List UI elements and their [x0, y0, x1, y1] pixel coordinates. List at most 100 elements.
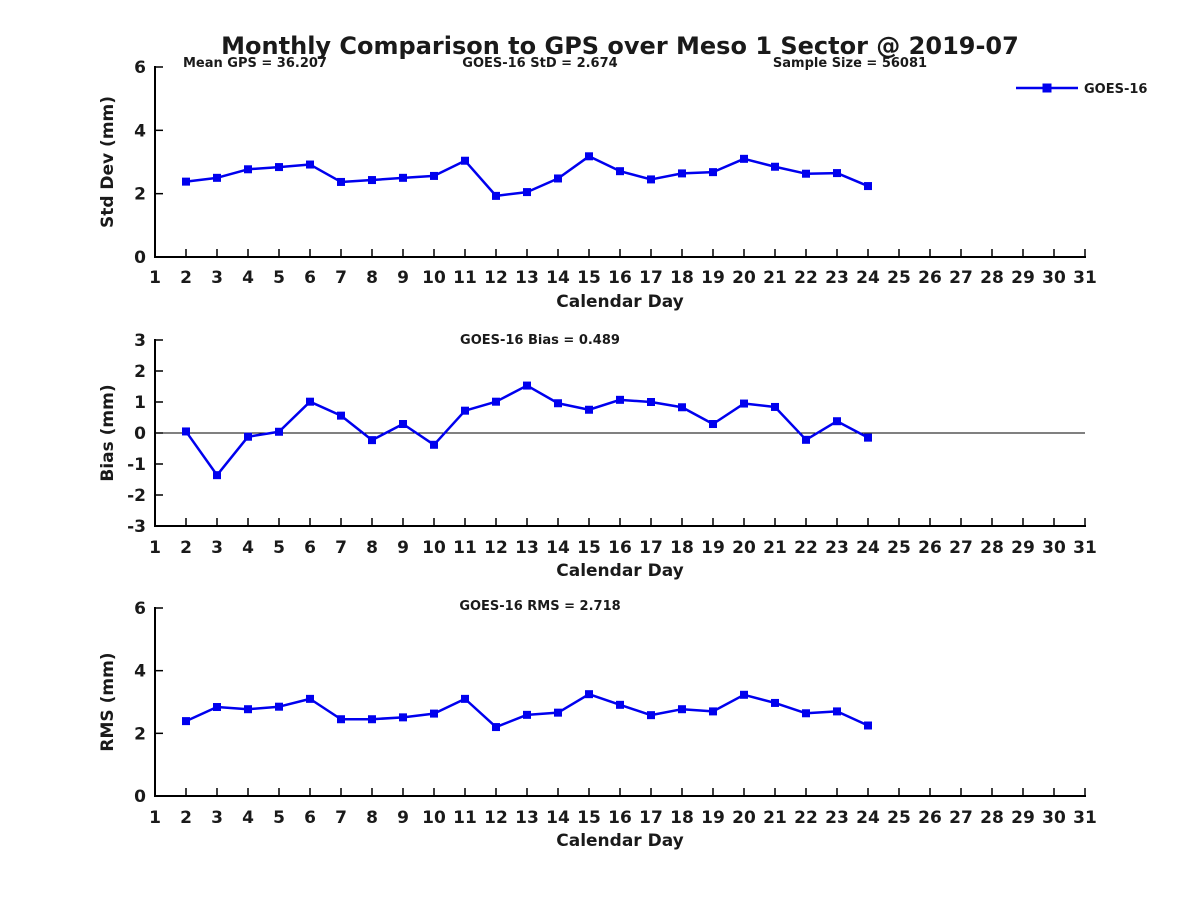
data-point-marker	[399, 420, 407, 429]
x-tick-label: 20	[732, 268, 756, 288]
data-point-marker	[864, 433, 872, 442]
subplot-rms: GOES-16 RMS = 2.718 RMS (mm) Calendar Da…	[98, 599, 1097, 851]
data-point-marker	[275, 427, 283, 436]
data-point-marker	[771, 698, 779, 707]
annotation-mean-gps: Mean GPS = 36.207	[183, 56, 327, 71]
x-tick-label: 2	[180, 268, 192, 288]
x-tick-label: 19	[701, 808, 725, 828]
x-tick-label: 22	[794, 538, 818, 558]
data-point-marker	[554, 399, 562, 408]
x-tick-label: 11	[453, 268, 477, 288]
x-tick-label: 11	[453, 538, 477, 558]
data-point-marker	[368, 715, 376, 724]
data-point-marker	[647, 175, 655, 184]
x-tick-label: 3	[211, 538, 223, 558]
x-tick-label: 28	[980, 808, 1004, 828]
annotation-goes16-std: GOES-16 StD = 2.674	[462, 56, 617, 71]
x-tick-label: 25	[887, 808, 911, 828]
x-tick-label: 23	[825, 808, 849, 828]
subplot-bias: GOES-16 Bias = 0.489 Bias (mm) Calendar …	[98, 331, 1097, 581]
data-point-marker	[678, 705, 686, 714]
x-tick-label: 16	[608, 808, 632, 828]
data-point-marker	[802, 709, 810, 718]
x-tick-label: 12	[484, 268, 508, 288]
series-line-goes-16	[185, 692, 869, 729]
x-tick-label: 5	[273, 268, 285, 288]
data-point-marker	[864, 182, 872, 191]
x-axis-label-calendar-day: Calendar Day	[556, 561, 684, 581]
x-tick-label: 27	[949, 808, 973, 828]
x-tick-label: 21	[763, 538, 787, 558]
data-point-marker	[430, 171, 438, 180]
data-point-marker	[864, 721, 872, 730]
x-tick-label: 5	[273, 538, 285, 558]
data-point-marker	[678, 403, 686, 412]
data-point-marker	[709, 707, 717, 716]
data-point-marker	[492, 191, 500, 200]
data-point-marker	[616, 167, 624, 176]
data-point-marker	[244, 705, 252, 714]
data-point-marker	[585, 405, 593, 414]
data-point-marker	[771, 402, 779, 411]
data-point-marker	[306, 397, 314, 406]
x-tick-label: 14	[546, 538, 570, 558]
x-tick-label: 15	[577, 268, 601, 288]
y-tick-label: -3	[127, 517, 146, 537]
x-tick-label: 8	[366, 268, 378, 288]
x-tick-label: 25	[887, 538, 911, 558]
annotation-goes16-rms: GOES-16 RMS = 2.718	[459, 599, 620, 614]
data-point-marker	[337, 411, 345, 420]
x-axis-label-calendar-day: Calendar Day	[556, 292, 684, 312]
y-tick-label: 4	[134, 662, 146, 682]
data-point-marker	[585, 690, 593, 699]
x-tick-label: 29	[1011, 538, 1035, 558]
data-point-marker	[213, 471, 221, 480]
x-tick-label: 25	[887, 268, 911, 288]
x-tick-label: 8	[366, 538, 378, 558]
data-point-marker	[368, 176, 376, 185]
y-tick-label: 0	[134, 787, 146, 807]
y-tick-label: 2	[134, 185, 146, 205]
x-tick-label: 13	[515, 268, 539, 288]
data-point-marker	[244, 432, 252, 441]
x-tick-label: 18	[670, 808, 694, 828]
legend: GOES-16	[1016, 82, 1147, 97]
figure-title: Monthly Comparison to GPS over Meso 1 Se…	[221, 32, 1019, 60]
x-tick-label: 23	[825, 268, 849, 288]
x-tick-label: 13	[515, 538, 539, 558]
x-tick-label: 22	[794, 268, 818, 288]
data-point-marker	[616, 700, 624, 709]
x-tick-label: 3	[211, 808, 223, 828]
x-tick-label: 15	[577, 538, 601, 558]
y-axis-label-rms: RMS (mm)	[98, 652, 118, 751]
data-point-marker	[771, 162, 779, 171]
x-tick-label: 17	[639, 268, 663, 288]
data-point-marker	[213, 173, 221, 182]
x-tick-label: 4	[242, 808, 254, 828]
y-tick-label: 2	[134, 724, 146, 744]
y-tick-label: 0	[134, 248, 146, 268]
x-tick-label: 26	[918, 538, 942, 558]
data-point-marker	[647, 398, 655, 406]
data-point-marker	[461, 694, 469, 703]
x-tick-label: 17	[639, 538, 663, 558]
x-tick-label: 10	[422, 268, 446, 288]
x-tick-label: 29	[1011, 268, 1035, 288]
x-tick-label: 6	[304, 538, 316, 558]
x-tick-label: 21	[763, 268, 787, 288]
data-point-marker	[337, 715, 345, 724]
data-point-marker	[213, 703, 221, 712]
x-tick-label: 14	[546, 268, 570, 288]
data-point-marker	[306, 160, 314, 169]
data-point-marker	[244, 165, 252, 174]
x-tick-label: 1	[149, 808, 161, 828]
x-tick-label: 7	[335, 808, 347, 828]
y-axis-label-std-dev: Std Dev (mm)	[98, 96, 118, 228]
x-tick-label: 13	[515, 808, 539, 828]
x-tick-label: 24	[856, 538, 880, 558]
x-tick-label: 31	[1073, 538, 1097, 558]
data-point-marker	[554, 708, 562, 717]
